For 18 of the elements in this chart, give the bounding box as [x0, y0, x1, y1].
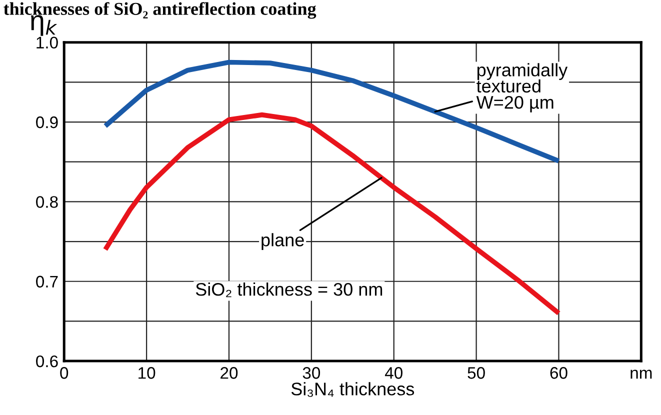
x-axis-title: Si₃N₄ thickness	[291, 382, 414, 397]
line-series	[102, 112, 562, 316]
y-tick-label: 0.6	[36, 355, 58, 368]
x-tick-label: 0	[60, 367, 68, 379]
x-tick-label: 30	[302, 367, 320, 379]
x-tick-label: 40	[384, 367, 402, 379]
x-tick-label: 60	[550, 367, 568, 379]
annotation: plane	[262, 233, 304, 250]
x-tick-label: 20	[220, 367, 238, 379]
y-tick-label: 1.0	[36, 36, 58, 49]
x-tick-label: nm	[630, 370, 652, 379]
x-tick-label: 10	[138, 367, 156, 379]
annotation: SiO₂ thickness = 30 nm	[196, 282, 382, 298]
x-tick-label: 50	[468, 367, 485, 379]
y-tick-label: 0.8	[36, 196, 58, 208]
y-tick-label: 0.7	[36, 276, 58, 288]
annotation: pyramidally textured W=20 µm	[476, 63, 568, 112]
y-tick-label: 0.9	[36, 116, 58, 128]
